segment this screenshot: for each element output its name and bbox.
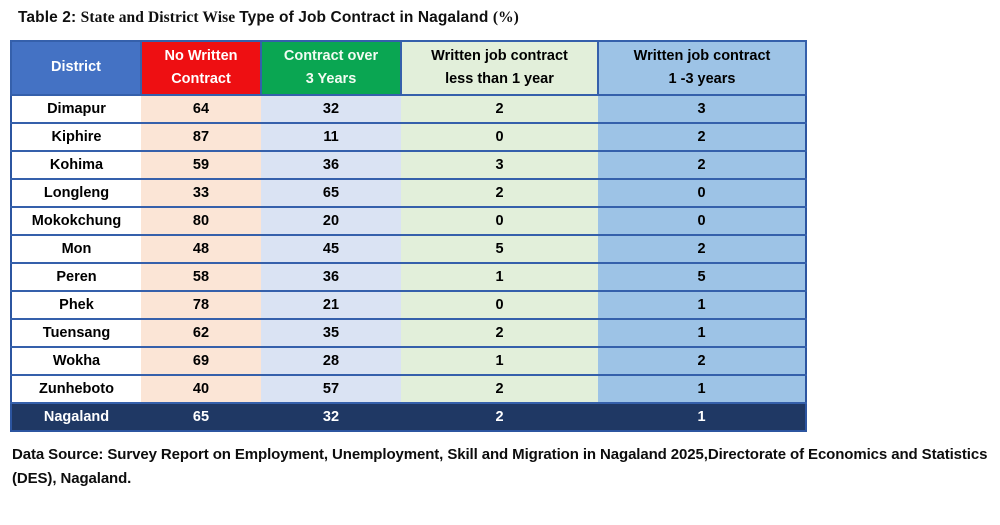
table-row: Wokha 69 28 1 2 bbox=[11, 346, 806, 376]
column-header-no-written-contract: No Written Contract bbox=[140, 40, 262, 96]
column-header-line2: less than 1 year bbox=[445, 71, 554, 87]
value-cell-contract-over-3-years: 28 bbox=[261, 346, 401, 376]
value-cell-no-written-contract: 59 bbox=[141, 150, 261, 180]
value-cell-written-1-3-years: 1 bbox=[598, 374, 806, 404]
value-cell-written-1-3-years: 0 bbox=[598, 178, 806, 208]
column-header-line1: Written job contract bbox=[633, 47, 771, 64]
value-cell-written-less-than-1-year: 5 bbox=[401, 234, 598, 264]
column-header-line1: Written job contract bbox=[431, 47, 568, 64]
value-cell-contract-over-3-years: 21 bbox=[261, 290, 401, 320]
table-row: Dimapur 64 32 2 3 bbox=[11, 94, 806, 124]
value-cell-contract-over-3-years: 11 bbox=[261, 122, 401, 152]
table-row: Kiphire 87 11 0 2 bbox=[11, 122, 806, 152]
page: Table 2: State and District Wise Type of… bbox=[0, 0, 1000, 487]
table-row: Peren 58 36 1 5 bbox=[11, 262, 806, 292]
value-cell-written-1-3-years: 1 bbox=[598, 290, 806, 320]
value-cell-written-less-than-1-year: 0 bbox=[401, 290, 598, 320]
value-cell-written-1-3-years: 0 bbox=[598, 206, 806, 236]
value-cell-written-1-3-years: 1 bbox=[598, 318, 806, 348]
value-cell-contract-over-3-years: 65 bbox=[261, 178, 401, 208]
table-row: Mon 48 45 5 2 bbox=[11, 234, 806, 264]
table-title-sans-part: Type of Job Contract in Nagaland bbox=[239, 9, 493, 26]
district-cell: Kohima bbox=[11, 150, 141, 180]
value-cell-no-written-contract: 65 bbox=[141, 402, 261, 432]
value-cell-contract-over-3-years: 36 bbox=[261, 262, 401, 292]
value-cell-written-less-than-1-year: 0 bbox=[401, 206, 598, 236]
table-row: Longleng 33 65 2 0 bbox=[11, 178, 806, 208]
value-cell-written-less-than-1-year: 2 bbox=[401, 374, 598, 404]
value-cell-no-written-contract: 33 bbox=[141, 178, 261, 208]
value-cell-written-1-3-years: 3 bbox=[598, 94, 806, 124]
value-cell-written-1-3-years: 2 bbox=[598, 150, 806, 180]
district-cell: Phek bbox=[11, 290, 141, 320]
table-row: Tuensang 62 35 2 1 bbox=[11, 318, 806, 348]
value-cell-contract-over-3-years: 32 bbox=[261, 402, 401, 432]
district-cell: Zunheboto bbox=[11, 374, 141, 404]
header-row: District No Written Contract Contract over 3… bbox=[10, 40, 807, 96]
column-header-written-less-than-1-year: Written job contract less than 1 year bbox=[400, 40, 599, 96]
column-header-line2: 1 -3 years bbox=[668, 71, 736, 87]
column-header-district: District bbox=[10, 40, 142, 96]
job-contract-table: District No Written Contract Contract over 3… bbox=[10, 40, 807, 432]
table-title-percent: (%) bbox=[492, 9, 519, 26]
column-header-line1: No Written bbox=[164, 47, 238, 64]
value-cell-written-1-3-years: 2 bbox=[598, 234, 806, 264]
value-cell-written-less-than-1-year: 2 bbox=[401, 402, 598, 432]
value-cell-contract-over-3-years: 36 bbox=[261, 150, 401, 180]
district-cell: Wokha bbox=[11, 346, 141, 376]
value-cell-no-written-contract: 62 bbox=[141, 318, 261, 348]
value-cell-written-less-than-1-year: 1 bbox=[401, 262, 598, 292]
table-row: Mokokchung 80 20 0 0 bbox=[11, 206, 806, 236]
value-cell-written-1-3-years: 2 bbox=[598, 122, 806, 152]
value-cell-contract-over-3-years: 35 bbox=[261, 318, 401, 348]
value-cell-written-1-3-years: 5 bbox=[598, 262, 806, 292]
district-cell: Longleng bbox=[11, 178, 141, 208]
district-cell: Dimapur bbox=[11, 94, 141, 124]
table-row: Phek 78 21 0 1 bbox=[11, 290, 806, 320]
value-cell-contract-over-3-years: 57 bbox=[261, 374, 401, 404]
value-cell-written-1-3-years: 2 bbox=[598, 346, 806, 376]
table-title-label: Table 2: bbox=[18, 9, 81, 26]
value-cell-written-less-than-1-year: 2 bbox=[401, 94, 598, 124]
district-cell: Peren bbox=[11, 262, 141, 292]
value-cell-no-written-contract: 69 bbox=[141, 346, 261, 376]
table-row: Kohima 59 36 3 2 bbox=[11, 150, 806, 180]
table-title: Table 2: State and District Wise Type of… bbox=[0, 0, 1000, 27]
value-cell-written-less-than-1-year: 2 bbox=[401, 178, 598, 208]
value-cell-contract-over-3-years: 45 bbox=[261, 234, 401, 264]
column-header-written-1-3-years: Written job contract 1 -3 years bbox=[597, 40, 807, 96]
district-cell: Mokokchung bbox=[11, 206, 141, 236]
column-header-line1: District bbox=[51, 59, 101, 76]
data-source-note: Data Source: Survey Report on Employment… bbox=[12, 446, 988, 487]
value-cell-written-less-than-1-year: 1 bbox=[401, 346, 598, 376]
table-body: Dimapur 64 32 2 3 Kiphire 87 11 0 2 Kohima 59 36 3 2 Lo… bbox=[11, 94, 806, 432]
value-cell-contract-over-3-years: 20 bbox=[261, 206, 401, 236]
value-cell-no-written-contract: 64 bbox=[141, 94, 261, 124]
table-title-serif-part: State and District Wise bbox=[80, 9, 240, 26]
column-header-contract-over-3-years: Contract over 3 Years bbox=[260, 40, 402, 96]
value-cell-written-less-than-1-year: 0 bbox=[401, 122, 598, 152]
column-header-line2: 3 Years bbox=[305, 71, 357, 87]
table-row: Zunheboto 40 57 2 1 bbox=[11, 374, 806, 404]
value-cell-written-less-than-1-year: 3 bbox=[401, 150, 598, 180]
value-cell-no-written-contract: 48 bbox=[141, 234, 261, 264]
value-cell-no-written-contract: 40 bbox=[141, 374, 261, 404]
value-cell-no-written-contract: 58 bbox=[141, 262, 261, 292]
value-cell-no-written-contract: 80 bbox=[141, 206, 261, 236]
district-cell: Kiphire bbox=[11, 122, 141, 152]
column-header-line2: Contract bbox=[171, 71, 231, 87]
value-cell-written-less-than-1-year: 2 bbox=[401, 318, 598, 348]
column-header-line1: Contract over bbox=[283, 47, 379, 64]
district-cell: Nagaland bbox=[11, 402, 141, 432]
total-row: Nagaland 65 32 2 1 bbox=[11, 402, 806, 432]
value-cell-no-written-contract: 87 bbox=[141, 122, 261, 152]
value-cell-no-written-contract: 78 bbox=[141, 290, 261, 320]
district-cell: Tuensang bbox=[11, 318, 141, 348]
value-cell-written-1-3-years: 1 bbox=[598, 402, 806, 432]
value-cell-contract-over-3-years: 32 bbox=[261, 94, 401, 124]
district-cell: Mon bbox=[11, 234, 141, 264]
